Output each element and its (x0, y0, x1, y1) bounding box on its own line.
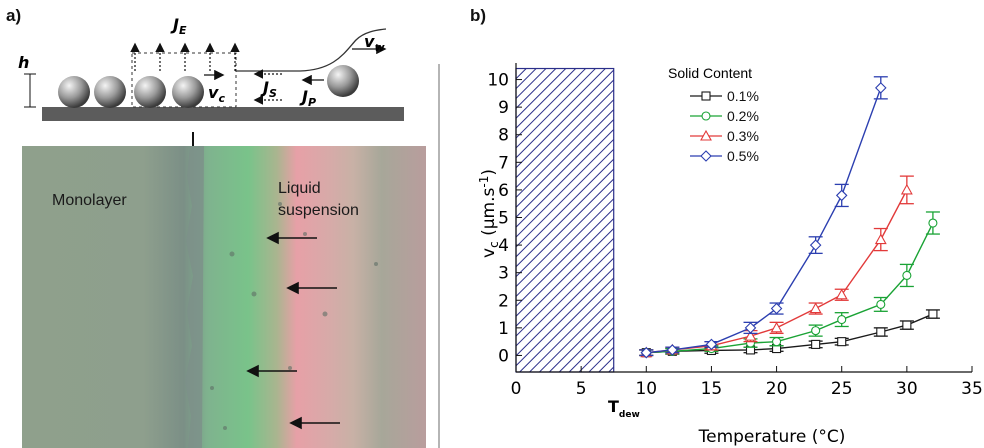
legend-marker (700, 129, 712, 141)
dew-point-region (515, 67, 615, 373)
x-tick-label: 15 (701, 379, 723, 399)
particle (134, 76, 166, 108)
x-tick-label: 0 (511, 379, 522, 399)
deposition-schematic: h JE vw vc JS JP (18, 15, 404, 146)
y-tick-label: 9 (498, 98, 509, 118)
y-tick-label: 6 (498, 181, 509, 201)
y-tick-label: 10 (487, 71, 509, 91)
x-tick-label: 35 (961, 379, 983, 399)
particle (58, 76, 90, 108)
panel-b-label: b) (470, 6, 487, 25)
data-point (928, 309, 938, 319)
data-point (928, 218, 938, 228)
data-point (744, 330, 757, 341)
x-axis-title: Temperature (°C) (698, 427, 846, 447)
h-label: h (18, 53, 29, 72)
j-s-label: J (260, 78, 269, 97)
x-tick-label: 30 (896, 379, 918, 399)
j-e-label: J (170, 15, 179, 34)
y-tick-label: 1 (498, 319, 509, 339)
data-point (902, 320, 912, 330)
legend-title: Solid Content (668, 65, 752, 81)
y-tick-label: 2 (498, 291, 509, 311)
data-point (837, 337, 847, 347)
y-tick-label: 7 (498, 153, 509, 173)
particle (94, 76, 126, 108)
data-point (640, 346, 653, 359)
data-point (772, 337, 782, 347)
data-point (770, 302, 783, 315)
monolayer-label: Monolayer (52, 192, 127, 209)
liquid-meniscus (236, 28, 387, 72)
x-tick-label: 25 (831, 379, 853, 399)
data-point (770, 321, 783, 333)
legend-marker (700, 150, 712, 162)
legend-label: 0.2% (727, 108, 759, 124)
liquid-label-line2: suspension (278, 202, 359, 219)
micrograph: Monolayer Liquid suspension (22, 146, 426, 448)
data-point (705, 338, 718, 351)
data-point (809, 302, 822, 314)
legend-label: 0.5% (727, 148, 759, 164)
data-point (875, 82, 887, 94)
svg-text:vw: vw (364, 32, 385, 54)
data-point (835, 288, 848, 300)
v-w-label: v (364, 32, 375, 51)
y-axis-title: vc (µm.s-1) (477, 169, 501, 258)
v-c-label: v (208, 83, 219, 102)
series-line (646, 87, 882, 354)
series-line (646, 313, 934, 354)
data-point (811, 339, 821, 349)
svg-text:h: h (18, 53, 29, 72)
monolayer-front (185, 146, 204, 448)
data-point (900, 183, 913, 195)
y-tick-label: 5 (498, 209, 509, 229)
svg-text:vc: vc (208, 83, 225, 105)
data-point (837, 315, 847, 325)
panel-divider (438, 64, 440, 448)
data-point (876, 299, 886, 309)
y-tick-label: 8 (498, 126, 509, 146)
data-point (902, 270, 912, 280)
y-tick-label: 0 (498, 346, 509, 366)
panel-a-label: a) (6, 6, 22, 25)
j-p-label: J (299, 87, 308, 106)
data-point (874, 233, 887, 245)
substrate (42, 107, 404, 121)
svg-text:JS: JS (260, 78, 277, 100)
legend-marker (701, 111, 711, 121)
x-tick-label: 5 (576, 379, 587, 399)
series-line (646, 222, 934, 354)
data-point (835, 189, 848, 202)
svg-text:JE: JE (170, 15, 187, 37)
data-point (876, 327, 886, 337)
legend-marker (701, 91, 711, 101)
particle (172, 76, 204, 108)
dew-point-label: Tdew (608, 397, 640, 420)
x-tick-label: 10 (635, 379, 657, 399)
particle-incoming (327, 65, 359, 97)
data-point (666, 344, 679, 356)
x-tick-label: 20 (766, 379, 788, 399)
micrograph-background (22, 146, 426, 448)
y-tick-label: 3 (498, 264, 509, 284)
legend-label: 0.3% (727, 128, 759, 144)
liquid-label-line1: Liquid (278, 180, 321, 197)
data-point (811, 326, 821, 336)
data-point (744, 322, 757, 334)
legend-label: 0.1% (727, 88, 759, 104)
y-tick-label: 4 (498, 236, 509, 256)
svg-text:JP: JP (299, 87, 316, 109)
data-point (809, 239, 822, 251)
